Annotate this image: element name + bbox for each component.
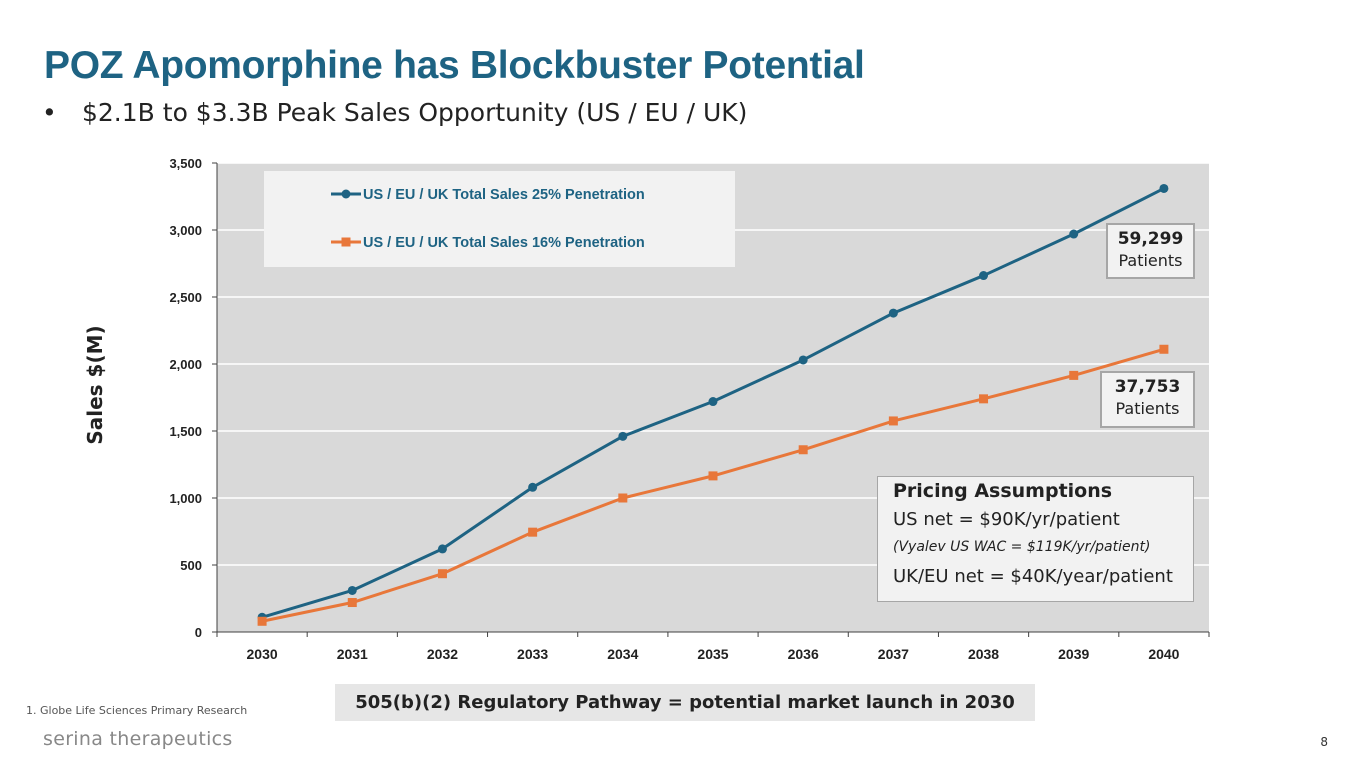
legend-label: US / EU / UK Total Sales 25% Penetration xyxy=(363,187,645,203)
y-tick-label: 2,500 xyxy=(169,290,202,305)
slide-title: POZ Apomorphine has Blockbuster Potentia… xyxy=(44,44,865,87)
y-tick-label: 3,000 xyxy=(169,223,202,238)
data-point xyxy=(528,527,538,537)
data-point xyxy=(528,482,538,492)
callout-upper-label: Patients xyxy=(1118,251,1183,270)
x-tick-label: 2038 xyxy=(968,646,999,662)
data-point xyxy=(618,493,628,503)
pricing-heading: Pricing Assumptions xyxy=(893,480,1113,502)
regulatory-pathway-banner: 505(b)(2) Regulatory Pathway = potential… xyxy=(335,684,1035,721)
x-tick-label: 2036 xyxy=(788,646,819,662)
bullet-text: $2.1B to $3.3B Peak Sales Opportunity (U… xyxy=(82,98,748,127)
axes: 0 500 1,000 1,500 2,000 2,500 3,000 3,500 2030 20… xyxy=(169,156,1210,662)
data-point xyxy=(888,308,898,318)
y-tick-label: 3,500 xyxy=(169,156,202,171)
data-point xyxy=(888,416,898,426)
x-tick-label: 2035 xyxy=(697,646,728,662)
data-point xyxy=(979,271,989,281)
bullet-marker: • xyxy=(42,98,57,127)
y-tick-label: 1,500 xyxy=(169,424,202,439)
data-point xyxy=(1159,183,1169,193)
x-tick-label: 2031 xyxy=(337,646,368,662)
x-tick-label: 2033 xyxy=(517,646,548,662)
callout-upper-number: 59,299 xyxy=(1117,229,1184,249)
data-point xyxy=(798,445,808,455)
company-logo: serina therapeutics xyxy=(43,728,233,750)
pricing-vyalev-wac: (Vyalev US WAC = $119K/yr/patient) xyxy=(893,539,1151,555)
y-tick-label: 0 xyxy=(195,625,202,640)
y-tick-label: 1,000 xyxy=(169,491,202,506)
legend-swatch-marker xyxy=(341,237,351,247)
legend-label: US / EU / UK Total Sales 16% Penetration xyxy=(363,235,645,251)
series-2 xyxy=(257,344,1169,626)
pricing-us-net: US net = $90K/yr/patient xyxy=(893,509,1120,530)
callout-16-penetration: 37,753 Patients xyxy=(1100,371,1195,428)
bullet-point: • $2.1B to $3.3B Peak Sales Opportunity (… xyxy=(42,98,747,127)
data-point xyxy=(437,544,447,554)
pricing-ukeu-net: UK/EU net = $40K/year/patient xyxy=(893,566,1173,587)
data-point xyxy=(1069,370,1079,380)
data-point xyxy=(618,431,628,441)
data-point xyxy=(1069,229,1079,239)
series-layer xyxy=(257,183,1169,626)
x-tick-label: 2040 xyxy=(1148,646,1179,662)
callout-lower-label: Patients xyxy=(1115,399,1180,418)
x-tick-label: 2037 xyxy=(878,646,909,662)
data-point xyxy=(798,355,808,365)
x-tick-label: 2030 xyxy=(247,646,278,662)
legend-entry-1: US / EU / UK Total Sales 25% Penetration xyxy=(331,187,645,203)
data-point xyxy=(708,471,718,481)
y-tick-label: 500 xyxy=(180,558,202,573)
page-number: 8 xyxy=(1320,735,1328,749)
legend: US / EU / UK Total Sales 25% Penetration… xyxy=(264,171,735,267)
data-point xyxy=(257,616,267,626)
y-tick-label: 2,000 xyxy=(169,357,202,372)
data-point xyxy=(347,585,357,595)
legend-box xyxy=(264,171,735,267)
callout-lower-number: 37,753 xyxy=(1114,377,1181,397)
legend-entry-2: US / EU / UK Total Sales 16% Penetration xyxy=(331,235,645,251)
footnote: 1. Globe Life Sciences Primary Research xyxy=(26,704,248,717)
data-point xyxy=(979,394,989,404)
pricing-assumptions-box: Pricing Assumptions US net = $90K/yr/pat… xyxy=(877,476,1194,602)
x-tick-label: 2034 xyxy=(607,646,638,662)
data-point xyxy=(437,569,447,579)
x-tick-label: 2039 xyxy=(1058,646,1089,662)
legend-swatch-marker xyxy=(341,189,351,199)
data-point xyxy=(1159,344,1169,354)
data-point xyxy=(347,598,357,608)
callout-25-penetration: 59,299 Patients xyxy=(1106,223,1195,279)
x-tick-label: 2032 xyxy=(427,646,458,662)
data-point xyxy=(708,397,718,407)
